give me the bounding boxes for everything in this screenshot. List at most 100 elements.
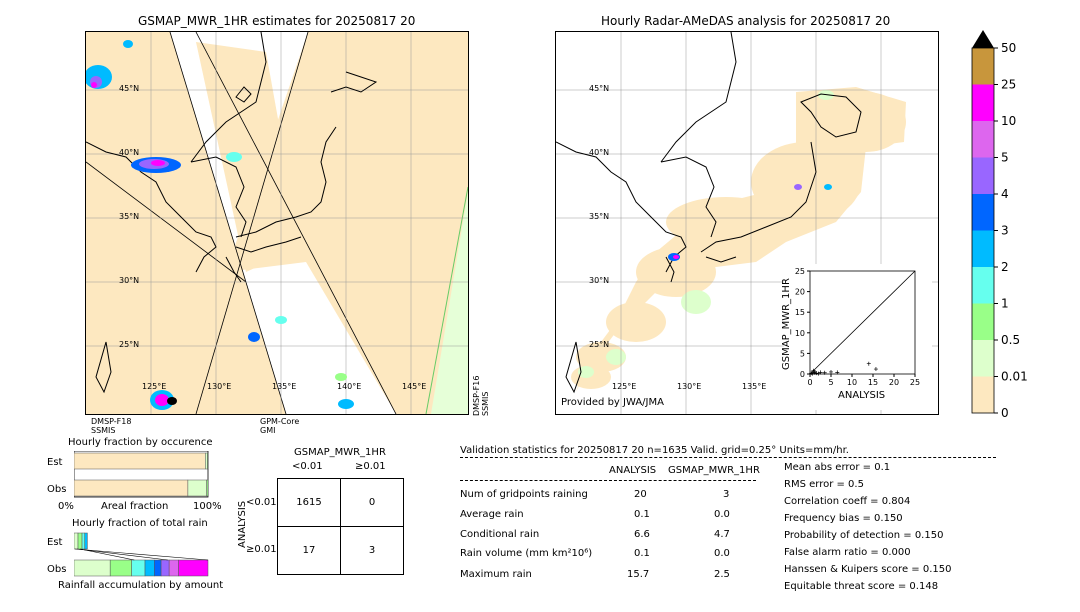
validation-header: Validation statistics for 20250817 20 n=… — [460, 445, 849, 456]
total-rain-xlabel: Rainfall accumulation by amount — [58, 580, 224, 591]
lon-label: 135°E — [742, 382, 767, 391]
score: RMS error = 0.5 — [784, 479, 864, 490]
stat-gsmap: 2.5 — [714, 569, 730, 580]
score: Equitable threat score = 0.148 — [784, 581, 939, 592]
colorbar-segment — [972, 230, 994, 267]
swath-edge — [195, 32, 309, 414]
colorbar-segment — [972, 340, 994, 377]
stat-label: Conditional rain — [460, 529, 540, 540]
scatter-xtick-label: 10 — [847, 378, 857, 387]
contingency-cell: 17 — [277, 526, 341, 575]
stat-analysis: 20 — [634, 489, 647, 500]
colorbar-label: 0.5 — [1001, 333, 1020, 347]
colorbar-segment — [972, 121, 994, 158]
total-rain-bar-segment — [160, 559, 170, 577]
radar-rain — [668, 184, 832, 261]
left-rain — [86, 40, 354, 410]
scatter-point — [813, 369, 818, 374]
total-rain-bar-segment — [109, 559, 132, 577]
stat-label: Average rain — [460, 509, 524, 520]
total-rain-bar-segment — [154, 559, 162, 577]
validation-col-analysis: ANALYSIS — [609, 465, 657, 476]
left-map-title: GSMAP_MWR_1HR estimates for 20250817 20 — [138, 14, 416, 28]
validation-col-gsmap: GSMAP_MWR_1HR — [668, 465, 760, 476]
colorbar-segment — [972, 267, 994, 304]
stat-gsmap: 3 — [723, 489, 730, 500]
lat-label: 45°N — [589, 84, 610, 93]
swath-area-f18 — [86, 32, 286, 414]
total-rain-connector — [74, 548, 209, 561]
total-rain-bar-segment — [84, 532, 88, 550]
colorbar-label: 0 — [1001, 406, 1009, 420]
scatter-point — [822, 370, 827, 375]
colorbar-label: 1 — [1001, 297, 1009, 311]
colorbar-label: 3 — [1001, 224, 1009, 238]
contingency-row-label: <0.01 — [246, 497, 277, 508]
swath-edge — [195, 32, 397, 414]
lat-label: 30°N — [589, 276, 610, 285]
score: Mean abs error = 0.1 — [784, 462, 891, 473]
contingency-title: GSMAP_MWR_1HR — [294, 447, 386, 458]
total-rain-bar-segment — [74, 532, 79, 550]
total-rain-bar-segment — [178, 559, 209, 577]
contingency-cell: 3 — [340, 526, 404, 575]
occurrence-cat-est: Est — [47, 457, 63, 468]
contingency-cell: 0 — [340, 478, 404, 527]
lat-label: 40°N — [119, 148, 140, 157]
occurrence-bar-segment — [207, 452, 209, 470]
scatter-xlabel: ANALYSIS — [838, 390, 886, 401]
stat-analysis: 15.7 — [627, 569, 650, 580]
scatter-xtick-label: 15 — [868, 378, 878, 387]
lat-label: 35°N — [119, 212, 140, 221]
stat-analysis: 0.1 — [634, 509, 650, 520]
left-map-canvas — [86, 32, 468, 414]
swath-area-f16 — [431, 192, 468, 414]
lon-label: 135°E — [272, 382, 297, 391]
occurrence-bar-segment — [74, 479, 189, 497]
contingency-col-label: <0.01 — [292, 461, 323, 472]
swath-area-center — [196, 42, 301, 272]
stat-label: Num of gridpoints raining — [460, 489, 588, 500]
colorbar-segment — [972, 194, 994, 231]
lat-label: 45°N — [119, 84, 140, 93]
lon-label: 125°E — [142, 382, 167, 391]
right-coastline — [556, 32, 862, 394]
occurrence-cat-obs: Obs — [47, 484, 67, 495]
validation-divider — [460, 457, 996, 458]
right-map-canvas — [556, 32, 938, 414]
colorbar-extend-triangle — [972, 30, 994, 48]
right-map-title: Hourly Radar-AMeDAS analysis for 2025081… — [601, 14, 891, 28]
left-coastline — [86, 32, 378, 394]
total-rain-bar-segment — [131, 559, 146, 577]
occurrence-title: Hourly fraction by occurence — [68, 437, 213, 448]
lon-label: 145°E — [402, 382, 427, 391]
scatter-point — [812, 370, 817, 375]
contingency-col-label: ≥0.01 — [355, 461, 386, 472]
scatter-ytick-label: 25 — [795, 267, 805, 276]
left-map: 45°N 40°N 35°N 30°N 25°N 125°E 130°E 135… — [85, 31, 469, 415]
colorbar-segment — [972, 84, 994, 121]
validation-divider — [460, 480, 756, 481]
total-rain-title: Hourly fraction of total rain — [72, 518, 208, 529]
occurrence-bar-segment — [74, 452, 206, 470]
contingency-row-label: ≥0.01 — [246, 544, 277, 555]
scatter-ytick-label: 15 — [795, 308, 805, 317]
radar-coverage — [571, 87, 906, 392]
total-rain-bar-segment — [168, 559, 179, 577]
swath-label-f16: DMSP-F16 SSMIS — [472, 375, 490, 416]
total-rain-cat-obs: Obs — [47, 564, 67, 575]
lat-label: 35°N — [589, 212, 610, 221]
colorbar-segment — [972, 376, 994, 413]
stat-analysis: 6.6 — [634, 529, 650, 540]
scatter-xtick-label: 0 — [807, 378, 812, 387]
total-rain-bar-segment — [77, 532, 83, 550]
occurrence-chart — [74, 451, 209, 498]
colorbar-label: 25 — [1001, 78, 1016, 92]
scatter-xtick-label: 25 — [910, 378, 920, 387]
occurrence-xlabel: Areal fraction — [101, 501, 169, 512]
stat-gsmap: 0.0 — [714, 509, 730, 520]
lat-label: 25°N — [589, 340, 610, 349]
occurrence-bar-segment — [205, 452, 208, 470]
total-rain-cat-est: Est — [47, 537, 63, 548]
swath-edge — [169, 32, 287, 414]
